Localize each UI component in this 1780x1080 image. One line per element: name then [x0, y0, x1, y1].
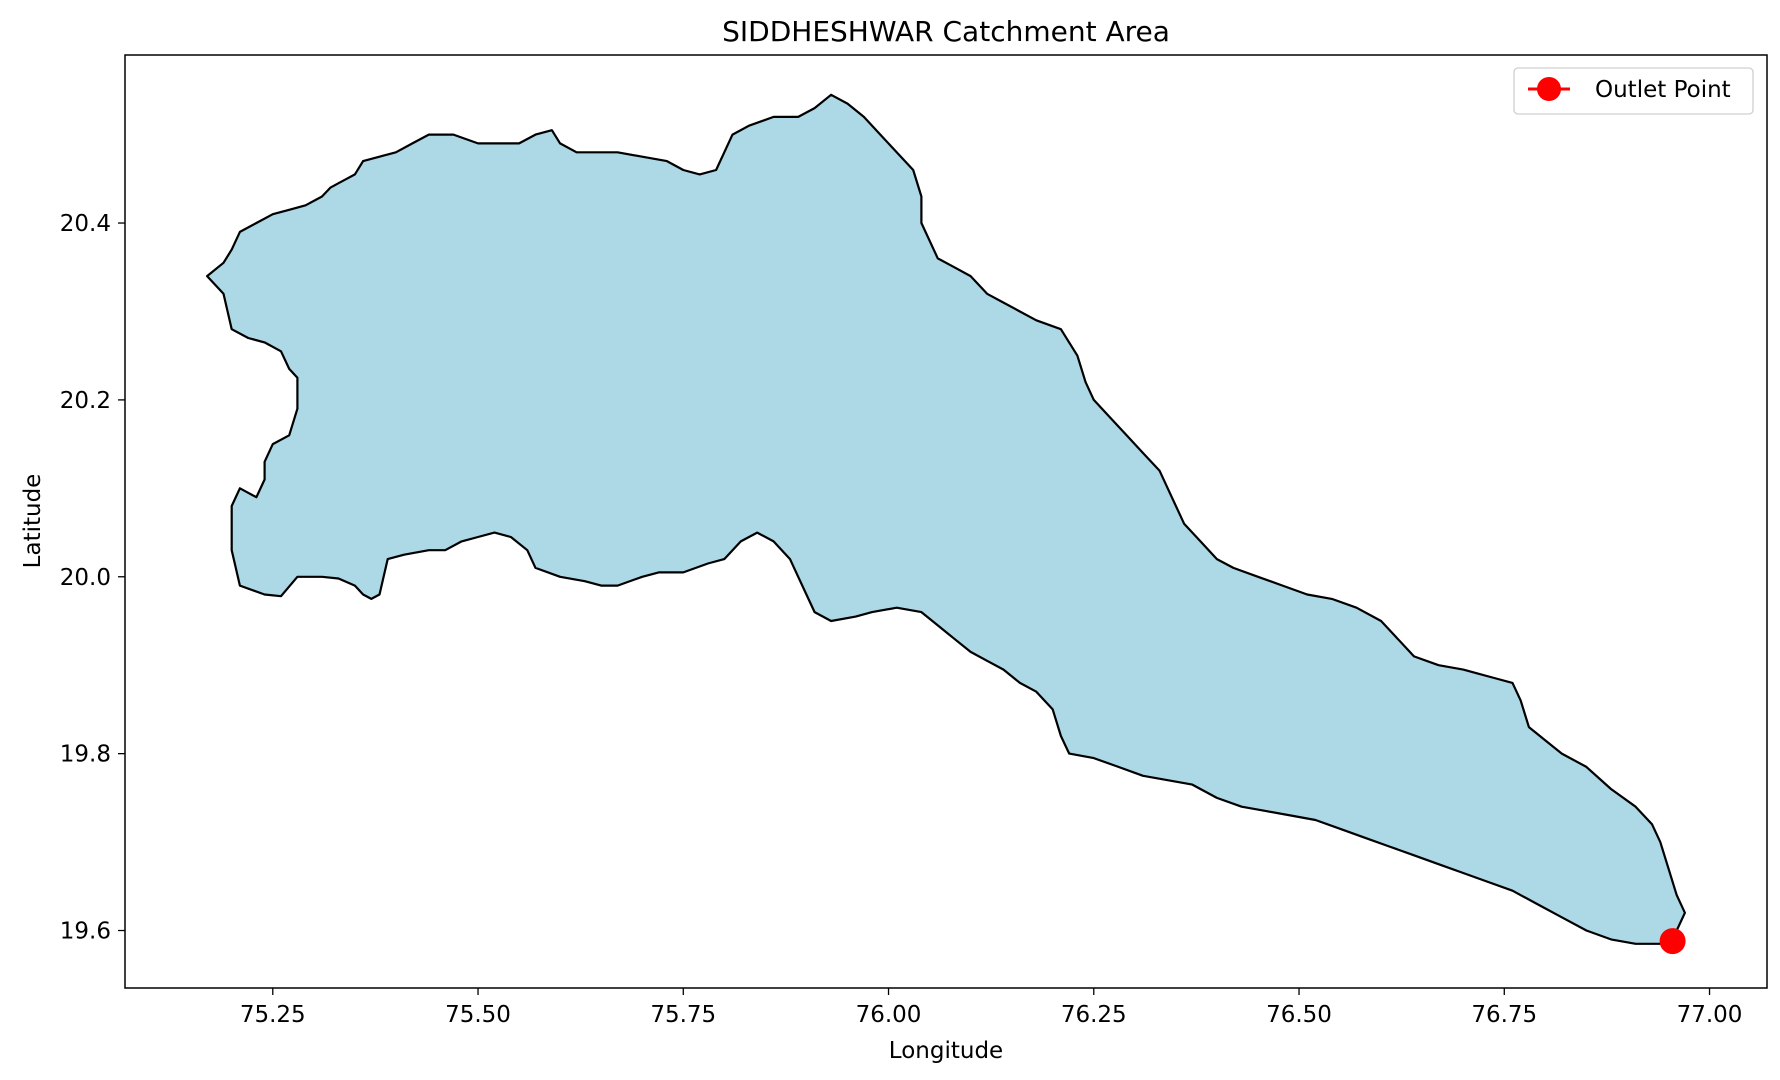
- x-tick-label: 76.25: [1061, 1002, 1127, 1028]
- x-tick-label: 76.00: [856, 1002, 922, 1028]
- outlet-point-marker: [1659, 928, 1686, 955]
- y-tick-label: 20.4: [60, 211, 111, 237]
- x-tick-label: 75.25: [240, 1002, 306, 1028]
- y-tick-label: 19.8: [60, 742, 111, 768]
- x-tick-label: 75.50: [445, 1002, 511, 1028]
- legend-box: [1513, 67, 1754, 115]
- x-axis-ticks: 75.25 75.50 75.75 76.00 76.25 76.50 76.75 77.00: [240, 988, 1743, 1028]
- axes-frame: [124, 54, 1768, 989]
- x-axis-title: Longitude: [889, 1038, 1003, 1064]
- y-tick-label: 19.6: [60, 919, 111, 945]
- chart-title: SIDDHESHWAR Catchment Area: [722, 15, 1170, 48]
- y-tick-label: 20.2: [60, 388, 111, 414]
- legend: Outlet Point: [1513, 67, 1754, 115]
- y-axis-title: Latitude: [20, 474, 46, 569]
- x-tick-label: 76.50: [1266, 1002, 1332, 1028]
- plot-area: [206, 93, 1686, 955]
- x-tick-label: 75.75: [650, 1002, 716, 1028]
- y-tick-label: 20.0: [60, 565, 111, 591]
- x-tick-label: 77.00: [1677, 1002, 1743, 1028]
- catchment-polygon: [206, 93, 1686, 945]
- x-tick-label: 76.75: [1471, 1002, 1537, 1028]
- legend-marker-icon: [1537, 77, 1561, 101]
- legend-label-outlet-point: Outlet Point: [1595, 77, 1731, 103]
- y-axis-ticks: 19.6 19.8 20.0 20.2 20.4: [60, 211, 125, 945]
